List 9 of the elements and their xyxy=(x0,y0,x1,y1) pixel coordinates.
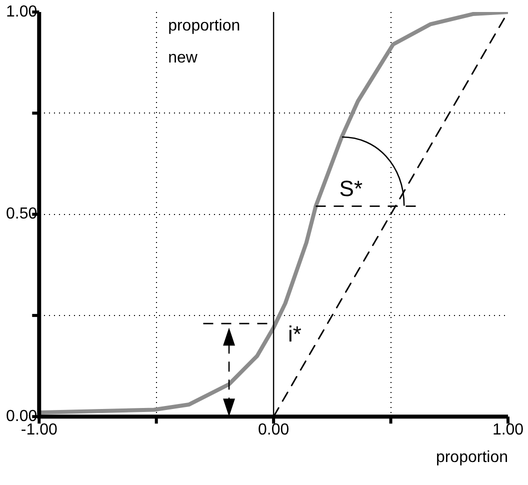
y-axis-title: proportion new xyxy=(168,17,240,66)
x-tick-label: -1.00 xyxy=(20,422,58,439)
x-tick-label: 0.00 xyxy=(258,422,290,439)
y-tick-label: 1.00 xyxy=(6,3,38,20)
annotation: S* xyxy=(339,176,363,202)
x-axis-title: proportion xyxy=(436,448,508,466)
annotation: i* xyxy=(288,322,302,347)
y-tick-label: 0.50 xyxy=(6,206,38,223)
x-tick-label: 1.00 xyxy=(492,422,524,439)
